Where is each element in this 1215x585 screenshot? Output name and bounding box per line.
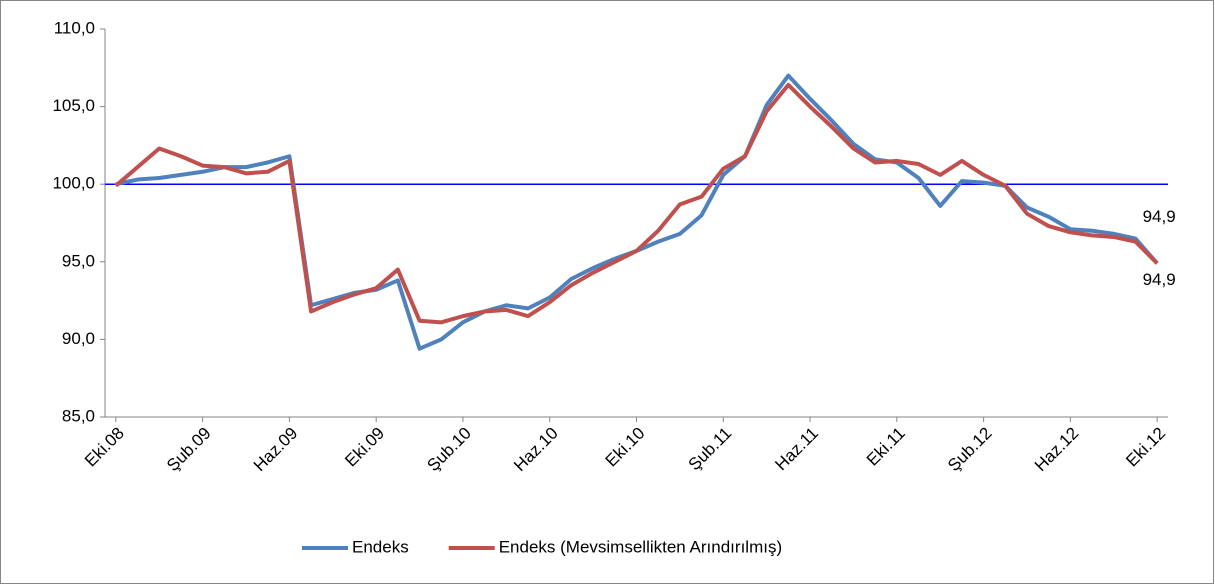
legend-label: Endeks: [352, 537, 409, 556]
series-line: [114, 82, 1159, 325]
y-tick-label: 90,0: [62, 329, 95, 348]
y-tick-label: 85,0: [62, 406, 95, 425]
y-tick-label: 105,0: [52, 96, 95, 115]
y-tick-label: 95,0: [62, 251, 95, 270]
data-label: 94,9: [1143, 270, 1176, 289]
legend-label: Endeks (Mevsimsellikten Arındırılmış): [499, 537, 782, 556]
data-label: 94,9: [1143, 207, 1176, 226]
y-tick-label: 100,0: [52, 174, 95, 193]
y-tick-label: 110,0: [54, 18, 95, 37]
